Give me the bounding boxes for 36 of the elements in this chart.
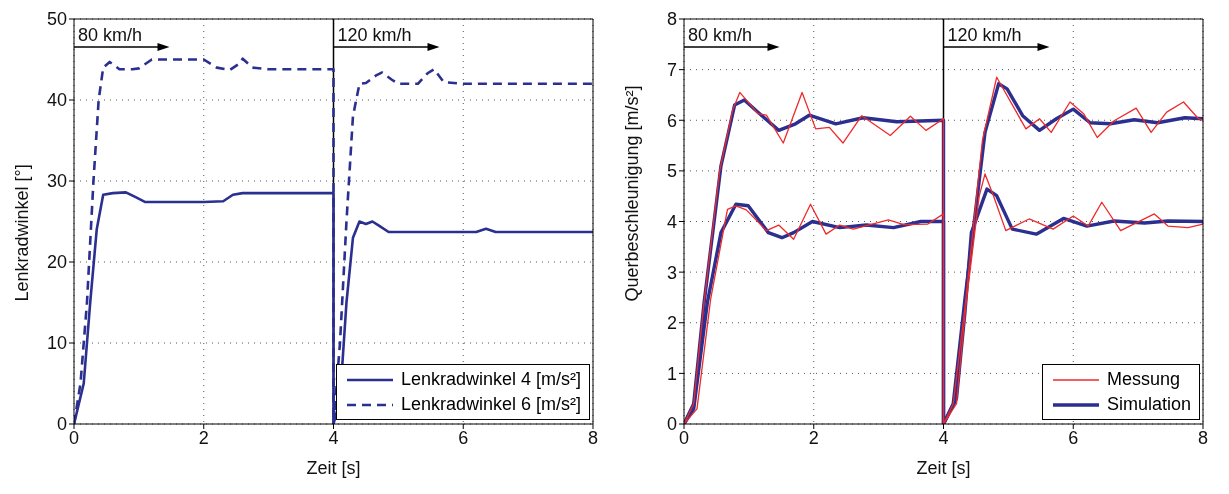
y-tick-label: 1 [666, 363, 677, 384]
x-tick-label: 4 [938, 427, 949, 448]
y-tick-label: 40 [46, 90, 67, 111]
y-tick-label: 20 [46, 252, 67, 273]
y-tick-label: 8 [666, 9, 677, 30]
legend-label: Lenkradwinkel 4 [m/s²] [400, 368, 581, 391]
y-tick-label: 30 [46, 171, 67, 192]
y-tick-label: 2 [666, 313, 677, 334]
annotation: 120 km/h [947, 25, 1022, 45]
legend-label: Messung [1106, 368, 1180, 391]
y-tick-label: 7 [666, 60, 677, 81]
legend-label: Simulation [1106, 393, 1191, 416]
y-tick-label: 0 [56, 414, 67, 435]
x-tick-label: 8 [587, 427, 599, 448]
y-tick-label: 5 [666, 161, 677, 182]
x-axis-title: Zeit [s] [916, 458, 971, 478]
x-tick-label: 4 [328, 427, 339, 448]
x-tick-label: 6 [458, 427, 469, 448]
annotation: 80 km/h [688, 25, 753, 45]
y-tick-label: 6 [666, 110, 677, 131]
y-tick-label: 3 [666, 262, 677, 283]
y-tick-label: 10 [46, 333, 67, 354]
y-axis-title: Lenkradwinkel [°] [12, 164, 33, 302]
legend-label: Lenkradwinkel 6 [m/s²] [400, 393, 581, 416]
x-tick-label: 6 [1068, 427, 1079, 448]
x-tick-label: 0 [68, 427, 80, 448]
annotation: 80 km/h [78, 25, 143, 45]
y-tick-label: 50 [46, 9, 67, 30]
y-tick-label: 0 [666, 414, 677, 435]
x-tick-label: 2 [198, 427, 209, 448]
x-tick-label: 8 [1197, 427, 1209, 448]
x-axis-title: Zeit [s] [306, 458, 361, 478]
x-tick-label: 2 [808, 427, 819, 448]
y-axis-title: Querbeschleunigung [m/s²] [622, 85, 643, 302]
annotation: 120 km/h [337, 25, 412, 45]
y-tick-label: 4 [666, 211, 677, 232]
